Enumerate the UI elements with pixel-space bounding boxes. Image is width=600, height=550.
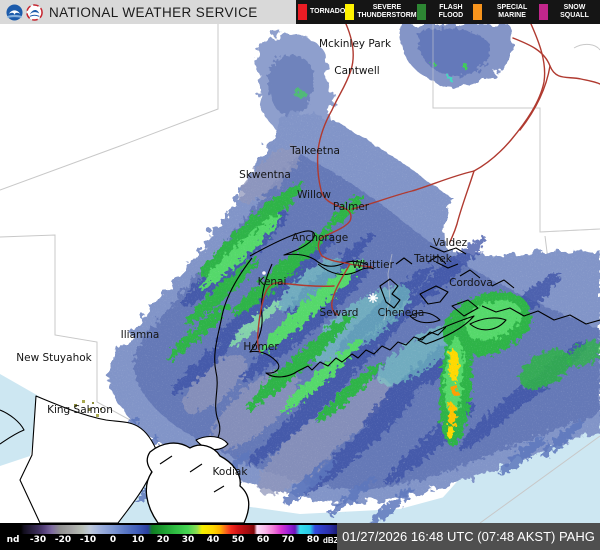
legend-swatch — [538, 4, 548, 20]
header-logos — [6, 3, 43, 21]
city-label: Cantwell — [334, 65, 379, 77]
dbz-unit-label: dBZ — [323, 536, 339, 545]
city-label: Valdez — [433, 237, 468, 249]
legend-label: SPECIAL MARINE — [496, 4, 528, 19]
legend-swatch — [416, 4, 426, 20]
map-container: Mckinley Park Cantwell Talkeetna Skwentna Wi… — [0, 23, 600, 525]
noaa-logo-icon[interactable] — [6, 3, 23, 21]
colorbar-tick: -10 — [79, 535, 97, 545]
legend-item[interactable]: SPECIAL MARINE — [473, 4, 539, 20]
nws-logo-icon[interactable] — [26, 3, 43, 21]
warning-legend: TORNADO SEVERE THUNDERSTORM FLASH FLOOD SPE… — [296, 0, 600, 24]
city-label: Tatitlek — [413, 253, 453, 265]
colorbar-tick: 10 — [131, 535, 145, 545]
reflectivity-scale-bar: nd -30 -20 -10 0 10 20 30 40 50 60 70 80 dBZ 01/27/2… — [0, 523, 600, 550]
city-label: Iliamna — [121, 329, 160, 341]
radar-site-marker — [368, 293, 378, 303]
city-label: Skwentna — [239, 169, 291, 181]
city-label: Whittier — [352, 259, 395, 271]
legend-item[interactable]: FLASH FLOOD — [416, 4, 474, 20]
legend-item[interactable]: SNOW SQUALL — [538, 4, 598, 20]
header-bar: NATIONAL WEATHER SERVICE TORNADO SEVERE T… — [0, 0, 600, 24]
colorbar-tick: -20 — [54, 535, 72, 545]
legend-label: SNOW SQUALL — [560, 4, 589, 19]
timestamp-text: 01/27/2026 16:48 UTC (07:48 AKST) PAHG — [342, 529, 595, 544]
colorbar-tick: 0 — [109, 535, 117, 545]
colorbar-tick: nd — [6, 535, 20, 545]
legend-item[interactable]: TORNADO — [298, 4, 345, 20]
colorbar-tick: 50 — [231, 535, 245, 545]
map-markers — [262, 271, 378, 303]
city-label: Talkeetna — [289, 145, 340, 157]
legend-swatch — [345, 4, 355, 20]
colorbar-tick: 40 — [206, 535, 220, 545]
legend-swatch — [298, 4, 307, 20]
timestamp-area: 01/27/2026 16:48 UTC (07:48 AKST) PAHG — [337, 523, 600, 550]
legend-swatch — [473, 4, 483, 20]
city-label: Cordova — [449, 277, 493, 289]
legend-label: FLASH FLOOD — [438, 4, 464, 19]
highways — [256, 23, 600, 353]
colorbar-tick: 30 — [181, 535, 195, 545]
city-label: Kenai — [258, 276, 287, 288]
radar-map[interactable]: Mckinley Park Cantwell Talkeetna Skwentna Wi… — [0, 23, 600, 525]
colorbar-tick: 80 — [306, 535, 320, 545]
city-label: Seward — [320, 307, 359, 319]
legend-item[interactable]: SEVERE THUNDERSTORM — [345, 4, 417, 20]
colorbar-tick: 70 — [281, 535, 295, 545]
city-labels: Mckinley Park Cantwell Talkeetna Skwentna Wi… — [16, 38, 493, 478]
city-label: Kodiak — [213, 466, 249, 478]
coastlines — [0, 230, 600, 524]
legend-label: SEVERE THUNDERSTORM — [357, 4, 417, 19]
city-label: Willow — [297, 189, 331, 201]
city-label: Anchorage — [292, 232, 349, 244]
city-label: New Stuyahok — [16, 352, 92, 364]
zone-borders-over — [383, 24, 600, 321]
site-title: NATIONAL WEATHER SERVICE — [49, 4, 258, 20]
colorbar-tick: -30 — [29, 535, 47, 545]
city-label: King Salmon — [47, 404, 113, 416]
city-label: Chenega — [378, 307, 425, 319]
colorbar-tick: 20 — [156, 535, 170, 545]
colorbar-tick: 60 — [256, 535, 270, 545]
city-label: Palmer — [333, 201, 370, 213]
city-label: Homer — [243, 341, 279, 353]
legend-label: TORNADO — [310, 8, 346, 16]
colorbar-ticks: nd -30 -20 -10 0 10 20 30 40 50 60 70 80 — [0, 535, 345, 549]
city-dot — [262, 271, 266, 275]
city-label: Mckinley Park — [319, 38, 392, 50]
dbz-colorbar — [0, 525, 345, 534]
